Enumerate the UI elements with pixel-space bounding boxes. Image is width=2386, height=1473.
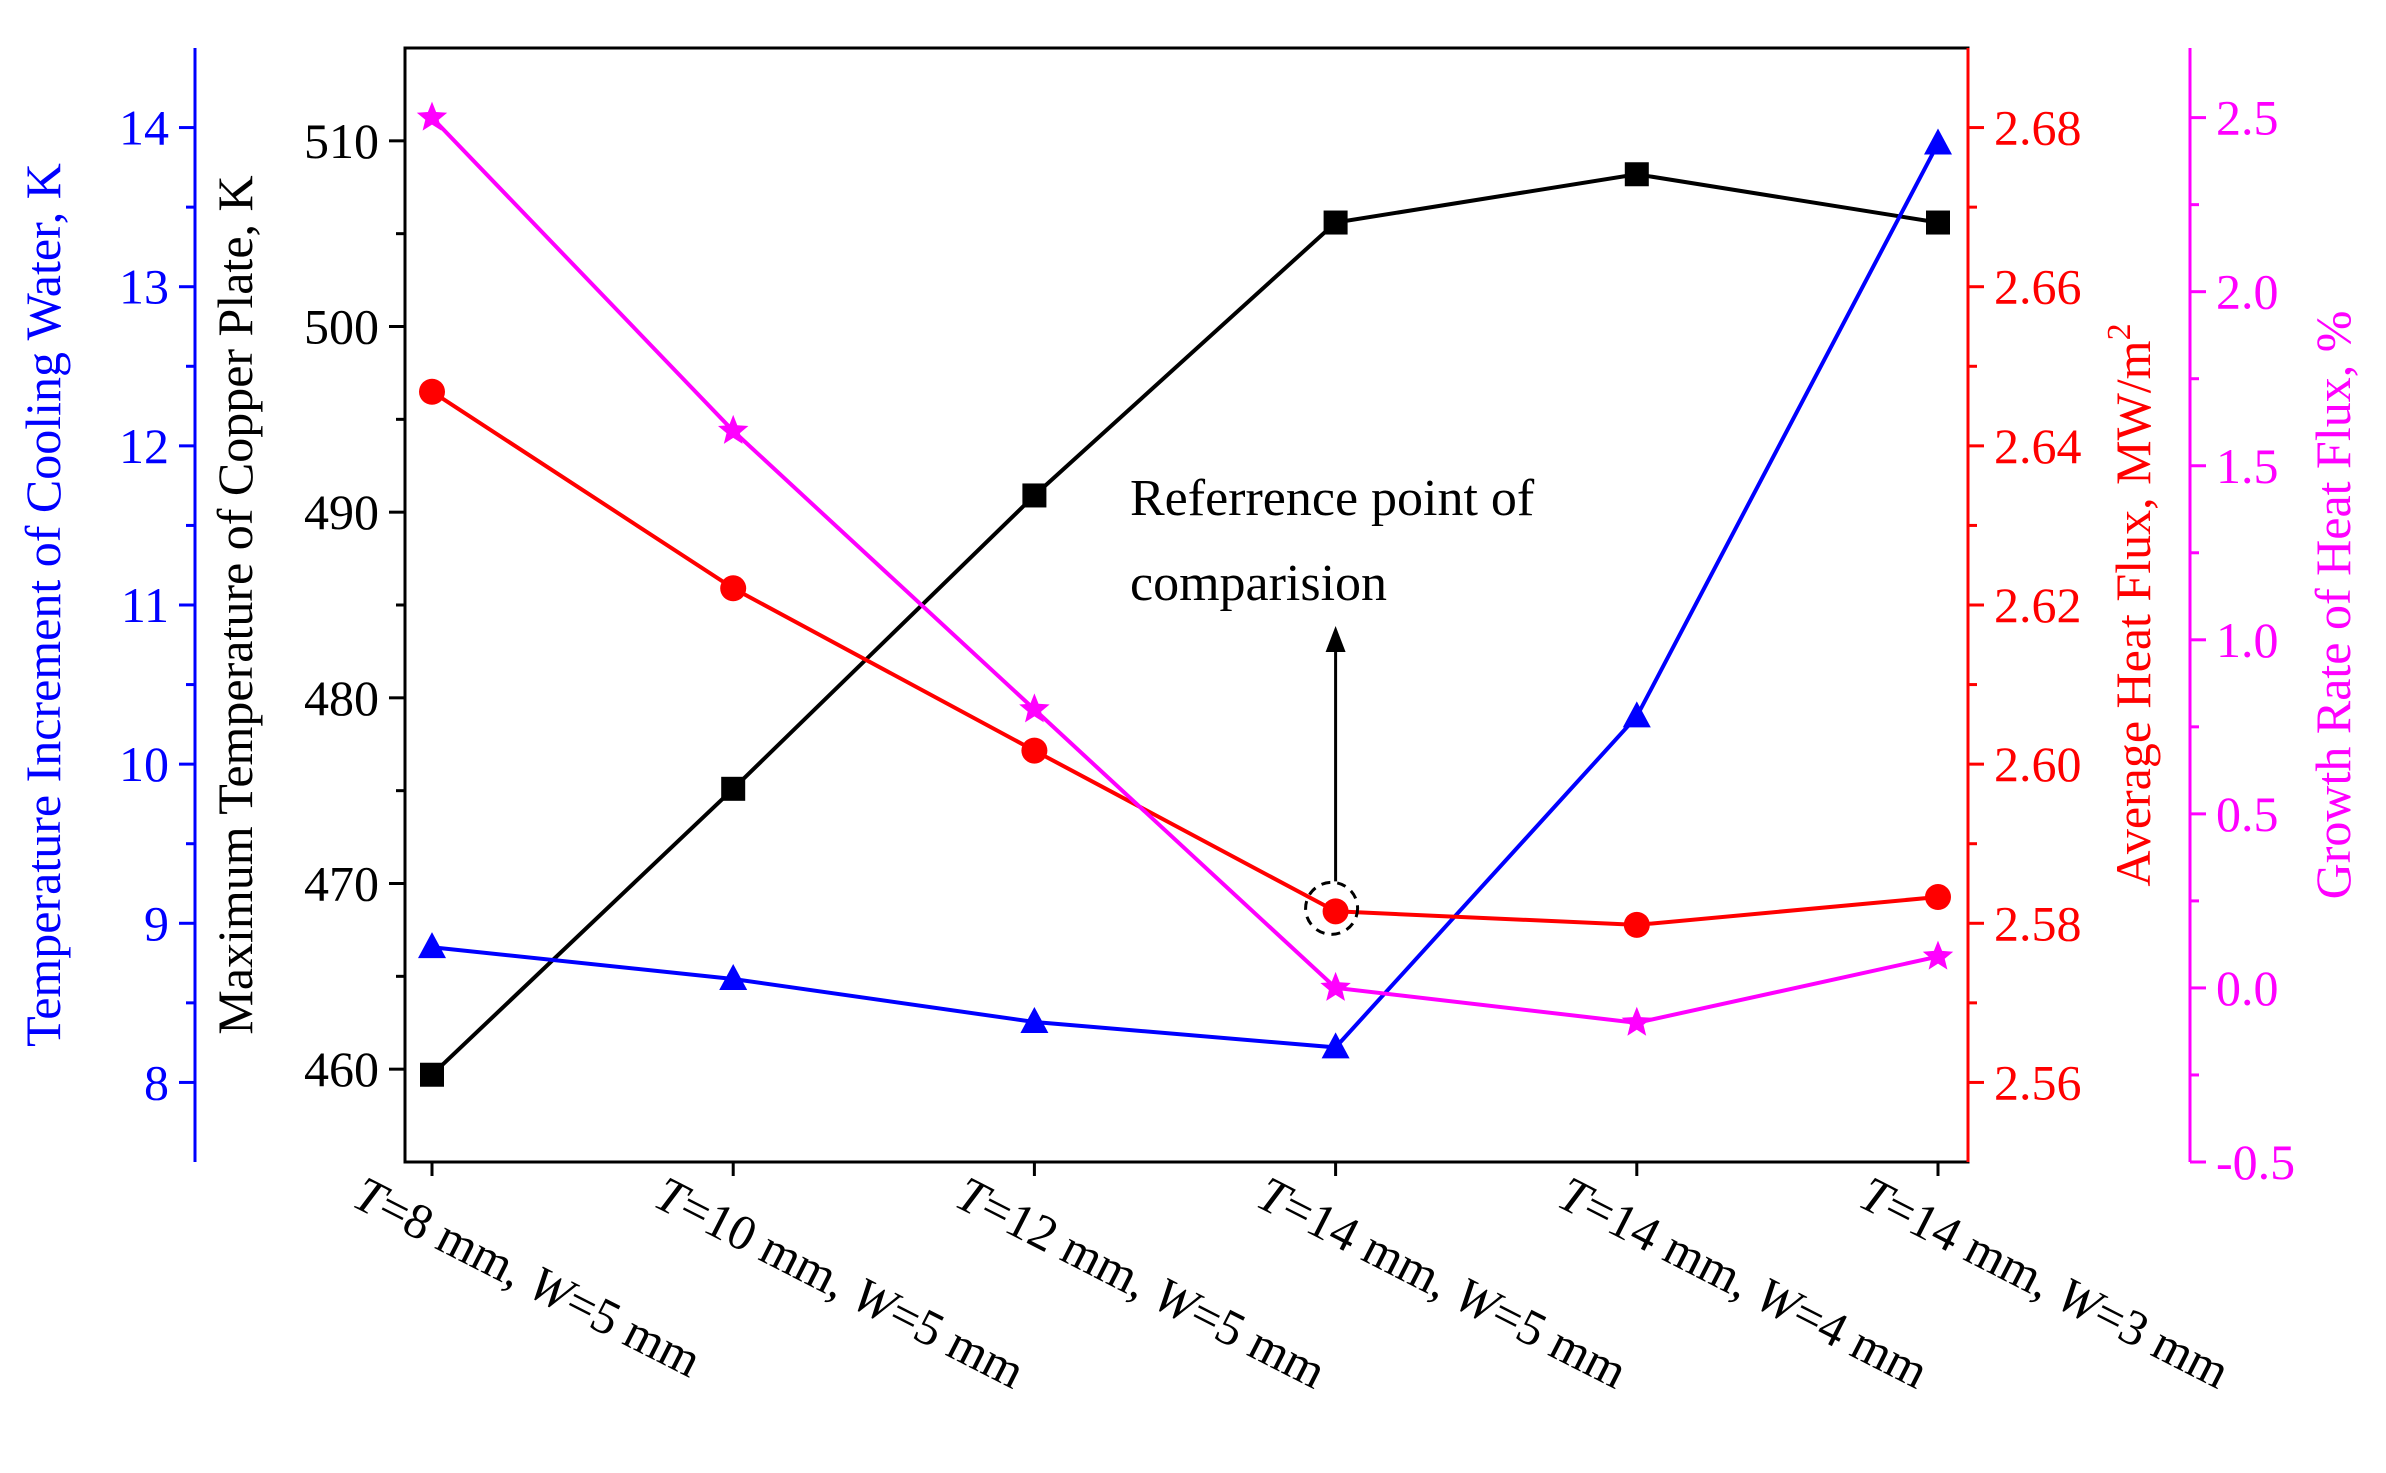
red-axis: 2.56 2.58 2.60 2.62 2.64 2.66 2.68 Average Heat… [1966,48,2161,1162]
annotation-layer: Referrence point of comparision [1130,470,1535,936]
red-tick-label: 2.68 [1994,100,2082,156]
magenta-tick-label: 1.0 [2216,612,2279,668]
category-label-t-value: =10 mm, [671,1178,869,1316]
black-tick-label: 470 [304,856,379,912]
red-tick-label: 2.60 [1994,736,2082,792]
black-tick-label: 490 [304,484,379,540]
series-layer [416,101,1954,1087]
red-axis-title: Average Heat Flux, MW/m2 [2101,323,2161,886]
category-label-w-value: =4 mm [1784,1284,1937,1399]
category-label-t-value: =14 mm, [1273,1178,1471,1316]
red-axis-title-main: Average Heat Flux, MW/m [2105,340,2161,886]
category-label-t-value: =14 mm, [1876,1178,2074,1316]
data-point-red-4 [1623,911,1650,938]
series-line-black [430,172,1939,1077]
blue-tick-label: 8 [144,1054,169,1110]
data-point-blue-5 [1924,128,1952,155]
magenta-axis: -0.5 0.0 0.5 1.0 1.5 2.0 2.5 Growth Rate of Hea… [2188,48,2361,1190]
reference-circle [1304,880,1360,936]
magenta-tick-label: 0.0 [2216,960,2279,1016]
data-point-black-3 [1323,210,1348,235]
data-point-magenta-3 [1320,971,1351,1001]
category-layer: T=8 mm, W=5 mmT=10 mm, W=5 mmT=12 mm, W=… [345,1165,2239,1399]
data-point-red-0 [419,378,445,405]
data-point-red-5 [1925,884,1951,911]
blue-axis: 8 9 10 11 12 13 14 Temperature Increment of Coo… [15,48,197,1162]
data-point-blue-1 [719,963,748,990]
data-point-magenta-4 [1621,1006,1652,1036]
magenta-axis-title: Growth Rate of Heat Flux, % [2305,311,2361,900]
data-point-red-3 [1322,898,1349,925]
series-line-magenta [430,116,1939,1025]
red-tick-label: 2.56 [1994,1054,2082,1110]
data-point-black-0 [420,1062,444,1087]
plot-frame [403,46,1970,1176]
data-point-red-1 [720,575,747,602]
magenta-tick-label: 2.5 [2216,90,2279,146]
magenta-tick-label: 1.5 [2216,438,2279,494]
series-line-red [430,390,1939,927]
red-axis-title-sup: 2 [2101,323,2138,340]
series-blue [418,128,1952,1059]
magenta-tick-label: 0.5 [2216,786,2279,842]
magenta-tick-label: -0.5 [2216,1134,2295,1190]
red-tick-label: 2.66 [1994,259,2082,315]
series-black [420,162,1950,1087]
data-point-blue-3 [1321,1032,1350,1059]
series-line-blue [431,142,1940,1050]
black-tick-label: 460 [304,1041,379,1097]
annotation-arrow-head [1325,626,1346,652]
red-tick-label: 2.58 [1994,895,2082,951]
data-point-black-1 [721,776,746,801]
annotation-text-line: Referrence point of [1130,470,1535,527]
blue-tick-label: 12 [119,418,169,474]
data-point-magenta-1 [718,414,749,444]
data-point-blue-2 [1020,1006,1049,1033]
axes-layer: 8 9 10 11 12 13 14 Temperature Increment of Coo… [15,48,2361,1190]
data-point-magenta-0 [416,101,448,131]
category-label-w-value: =5 mm [880,1284,1033,1399]
black-tick-label: 480 [304,670,379,726]
blue-tick-label: 13 [119,259,169,315]
blue-tick-label: 10 [119,736,169,792]
category-label-w-value: =5 mm [1182,1284,1335,1399]
blue-axis-title: Temperature Increment of Cooling Water, … [15,163,71,1047]
black-axis: 460 470 480 490 500 510 Maximum Temperature of… [207,113,405,1097]
data-point-blue-4 [1622,701,1651,728]
category-label-w-value: =5 mm [557,1273,710,1388]
category-label-t-value: =8 mm, [370,1178,546,1304]
magenta-tick-label: 2.0 [2216,264,2279,320]
blue-tick-label: 11 [121,577,169,633]
blue-tick-label: 9 [144,895,169,951]
category-label-t-value: =12 mm, [972,1178,1170,1316]
data-point-blue-0 [418,932,446,959]
black-tick-label: 510 [304,113,379,169]
data-point-red-2 [1021,737,1048,764]
data-point-magenta-2 [1019,693,1050,723]
black-axis-title: Maximum Temperature of Copper Plate, K [207,175,263,1034]
red-tick-label: 2.64 [1994,418,2082,474]
blue-tick-label: 14 [119,100,169,156]
data-point-black-4 [1624,162,1649,187]
series-red [419,378,1951,938]
red-tick-label: 2.62 [1994,577,2082,633]
black-tick-label: 500 [304,299,379,355]
category-label-w-value: =5 mm [1483,1284,1636,1399]
annotation-text-line: comparision [1130,555,1387,612]
data-point-black-2 [1022,483,1047,508]
data-point-magenta-5 [1922,940,1954,970]
data-point-black-5 [1926,210,1950,235]
series-magenta [416,101,1954,1036]
category-label-t-value: =14 mm, [1575,1178,1773,1316]
category-label-w-value: =3 mm [2085,1284,2238,1399]
